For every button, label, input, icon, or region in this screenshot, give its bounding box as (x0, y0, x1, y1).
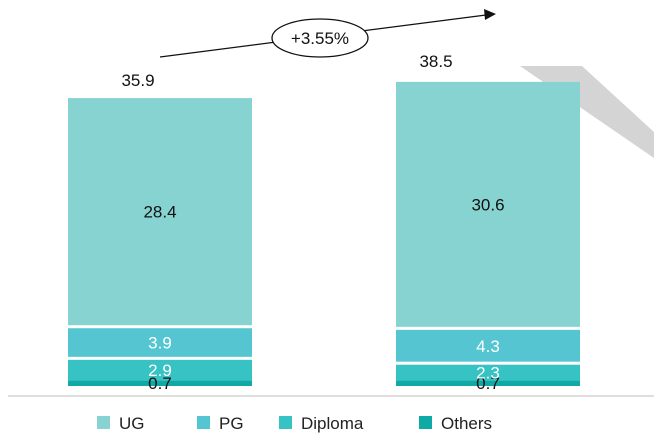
bar-segment-pg-1 (68, 328, 252, 357)
growth-oval (271, 18, 369, 58)
data-label-pg-2: 4.3 (476, 337, 500, 356)
legend-swatch-others (419, 416, 432, 429)
bar-segment-ug-1 (68, 98, 252, 326)
bar-segment-others-1 (68, 380, 252, 386)
legend-label-others: Others (441, 414, 492, 433)
bar-segment-ug-2 (396, 81, 580, 327)
legend: UG PG Diploma Others (97, 414, 492, 433)
total-label-1: 35.9 (121, 71, 154, 90)
data-label-diploma-1: 2.9 (148, 361, 172, 380)
bar-segment-others-2 (396, 380, 580, 386)
labels-group: 0.72.93.928.435.90.72.34.330.638.5 (121, 52, 504, 393)
bar-segment-diploma-1 (68, 359, 252, 381)
bar-segment-diploma-2 (396, 364, 580, 381)
bar-segment-pg-2 (396, 329, 580, 362)
growth-arrow-head (484, 9, 496, 20)
data-label-diploma-2: 2.3 (476, 364, 500, 383)
data-label-ug-2: 30.6 (471, 195, 504, 214)
legend-swatch-ug (97, 416, 110, 429)
data-label-ug-1: 28.4 (143, 203, 176, 222)
legend-swatch-pg (197, 416, 210, 429)
legend-label-diploma: Diploma (301, 414, 364, 433)
data-label-others-2: 0.7 (476, 374, 500, 393)
total-label-2: 38.5 (419, 52, 452, 71)
growth-annotation: +3.55% (291, 29, 349, 48)
bars-group (68, 81, 580, 386)
legend-label-ug: UG (119, 414, 145, 433)
data-label-others-1: 0.7 (148, 374, 172, 393)
legend-label-pg: PG (219, 414, 244, 433)
data-label-pg-1: 3.9 (148, 334, 172, 353)
legend-swatch-diploma (279, 416, 292, 429)
